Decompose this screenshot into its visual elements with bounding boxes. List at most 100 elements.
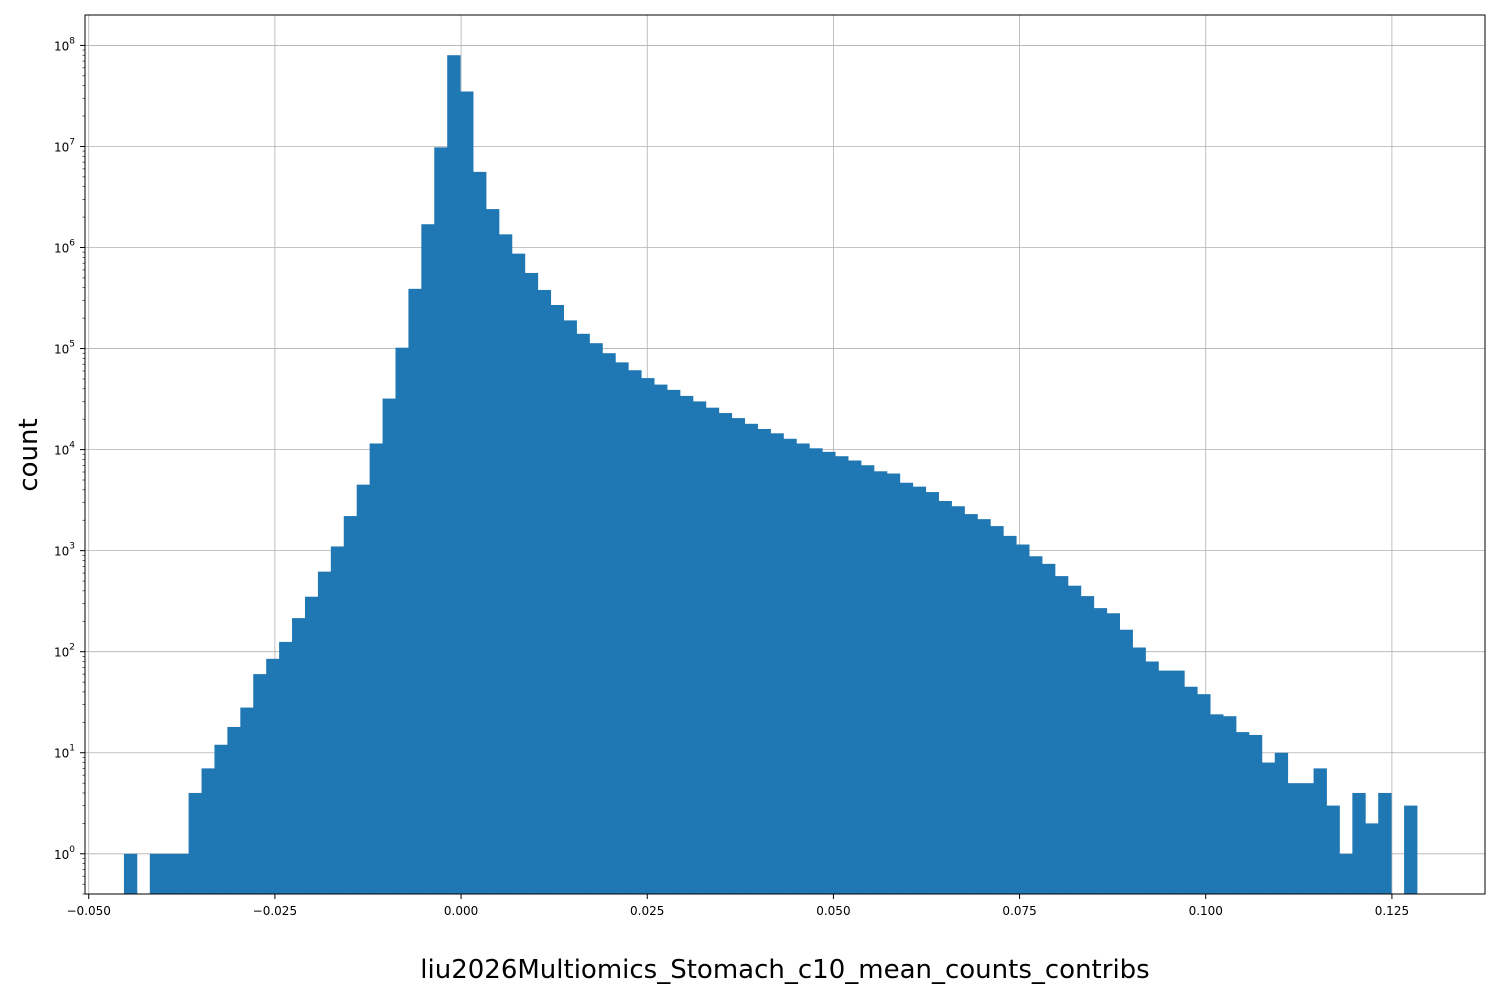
histogram-bar	[1313, 768, 1327, 894]
histogram-bar	[1261, 762, 1276, 894]
histogram-bar	[214, 744, 228, 894]
histogram-bar	[550, 304, 564, 894]
y-tick-label: 105	[54, 340, 75, 357]
histogram-bar	[473, 171, 487, 894]
histogram-bar	[990, 526, 1004, 894]
histogram-bar	[1132, 647, 1146, 894]
histogram-bar	[1003, 535, 1017, 894]
histogram-bar	[848, 460, 862, 894]
histogram-bar	[1326, 805, 1340, 894]
x-axis-ticks: −0.050 −0.025 0.000 0.025 0.050 0.075 0.100 0.1…	[67, 894, 1409, 918]
histogram-bar	[938, 500, 952, 894]
x-tick-label: 0.000	[444, 904, 478, 918]
histogram-bar	[899, 482, 914, 894]
histogram-bar	[886, 473, 901, 894]
histogram-bar	[1145, 661, 1159, 894]
y-tick-label: 107	[54, 137, 75, 154]
histogram-bar	[822, 451, 836, 894]
histogram-bar	[1404, 805, 1418, 894]
histogram-bar	[330, 546, 345, 894]
histogram-bar	[1184, 686, 1198, 894]
y-tick-label: 104	[54, 441, 75, 458]
histogram-bar	[628, 370, 642, 894]
histogram-bar	[1067, 585, 1082, 894]
histogram-bar	[1054, 576, 1069, 894]
x-tick-label: 0.050	[816, 904, 850, 918]
y-tick-label: 106	[54, 239, 75, 256]
histogram-bar	[395, 347, 409, 894]
histogram-bar	[227, 726, 241, 894]
histogram-bar	[498, 234, 513, 895]
histogram-bar	[343, 516, 358, 894]
x-tick-label: −0.050	[67, 904, 111, 918]
histogram-bar	[654, 384, 668, 894]
histogram-bar	[964, 514, 978, 894]
histogram-bar	[1223, 716, 1237, 894]
histogram-bar	[1042, 563, 1056, 894]
x-axis-label: liu2026Multiomics_Stomach_c10_mean_count…	[420, 955, 1149, 985]
histogram-bar	[524, 272, 539, 895]
y-axis-ticks: 100 101 102 103 104 105 106 107 108	[54, 36, 85, 895]
histogram-bar	[162, 853, 177, 894]
histogram-bar	[486, 209, 500, 894]
histogram-bar	[1197, 694, 1211, 894]
histogram-bar	[1093, 608, 1108, 894]
histogram-bar	[563, 320, 577, 895]
x-tick-label: −0.025	[253, 904, 297, 918]
histogram-bars	[123, 55, 1418, 895]
histogram-bar	[718, 413, 733, 894]
histogram-bar	[511, 253, 526, 895]
histogram-bar	[835, 456, 849, 894]
histogram-bar	[602, 353, 616, 894]
histogram-bar	[369, 443, 383, 894]
histogram-bar	[692, 401, 707, 894]
y-tick-label: 102	[54, 643, 75, 660]
histogram-bar	[1287, 783, 1302, 894]
histogram-bar	[615, 362, 629, 895]
histogram-bar	[1171, 670, 1185, 894]
histogram-bar	[279, 641, 293, 894]
histogram-bar	[317, 571, 332, 894]
histogram-bar	[1158, 670, 1172, 894]
x-tick-label: 0.100	[1189, 904, 1223, 918]
histogram-bar	[783, 438, 797, 894]
histogram-bar	[266, 658, 280, 894]
histogram-bar	[679, 395, 694, 894]
histogram-bar	[1248, 734, 1263, 894]
histogram-bar	[1274, 752, 1289, 894]
histogram-bar	[576, 333, 590, 894]
histogram-bar	[149, 853, 164, 894]
histogram-bar	[1106, 613, 1121, 894]
histogram-bar	[382, 398, 396, 894]
histogram-bar	[188, 792, 202, 894]
histogram-bar	[304, 596, 319, 894]
histogram-bar	[667, 389, 681, 894]
histogram-bar	[356, 484, 371, 894]
histogram-bar	[175, 853, 189, 894]
histogram-bar	[434, 147, 448, 895]
histogram-bar	[460, 91, 474, 895]
histogram-bar	[1119, 629, 1133, 894]
histogram-bar	[731, 418, 746, 894]
histogram-bar	[253, 674, 267, 894]
y-tick-label: 101	[54, 744, 75, 761]
histogram-bar	[447, 55, 461, 894]
histogram-bar	[796, 443, 810, 894]
histogram-bar	[1365, 823, 1379, 894]
histogram-bar	[873, 471, 888, 894]
histogram-bar	[537, 289, 552, 894]
histogram-bar	[912, 486, 927, 894]
histogram-bar	[977, 519, 991, 894]
histogram-bar	[860, 465, 875, 894]
histogram-bar	[1080, 596, 1095, 894]
x-tick-label: 0.025	[630, 904, 664, 918]
histogram-bar	[1210, 714, 1224, 894]
histogram-bar	[1378, 792, 1392, 894]
histogram-bar	[1352, 792, 1366, 894]
histogram-bar	[1016, 544, 1030, 894]
histogram-bar	[925, 492, 939, 894]
histogram-bar	[809, 448, 823, 894]
histogram-bar	[951, 506, 965, 894]
histogram-bar	[240, 707, 254, 894]
